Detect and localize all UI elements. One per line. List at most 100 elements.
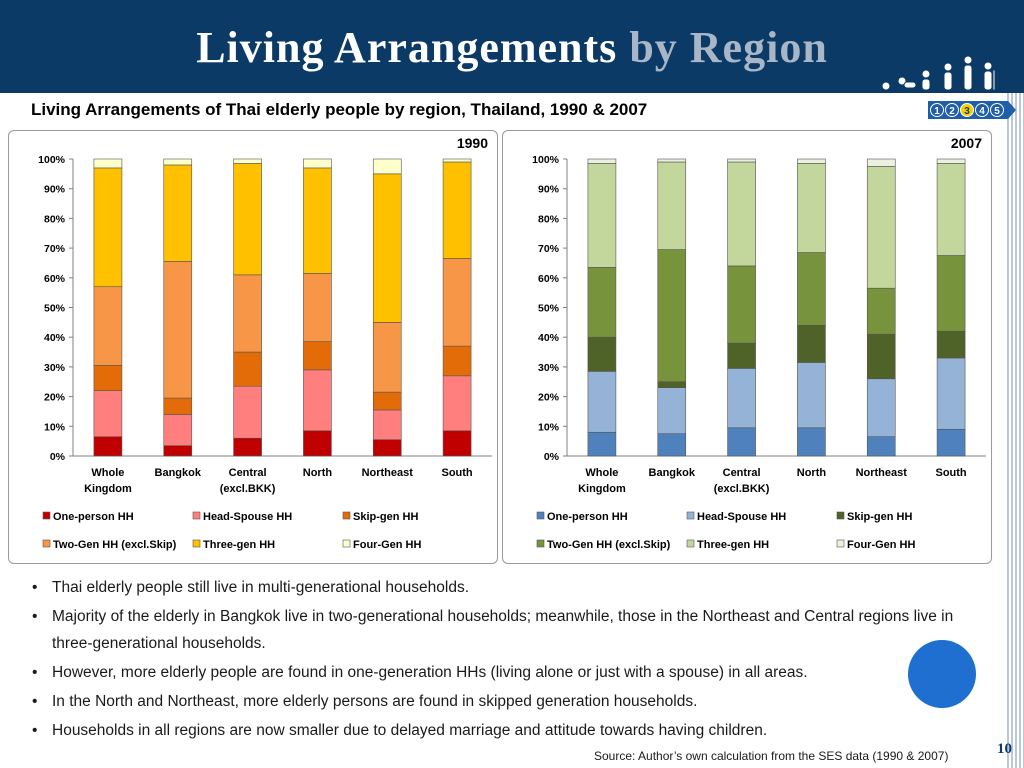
step-2-marker[interactable] xyxy=(945,103,959,117)
bar-segment-skip-gen-hh xyxy=(797,325,826,363)
bar-segment-head-spouse-hh xyxy=(93,390,123,437)
bar-segment-one-person-hh xyxy=(372,439,402,457)
legend-label: Head-Spouse HH xyxy=(203,511,292,523)
chart-year-label-1990: 1990 xyxy=(457,135,488,151)
bar-segment-four-gen-hh xyxy=(797,158,826,164)
legend-swatch xyxy=(686,539,695,548)
bar-segment-head-spouse-hh xyxy=(442,375,472,432)
bar-segment-one-person-hh xyxy=(163,445,193,457)
bullet-item: Thai elderly people still live in multi-… xyxy=(30,574,970,601)
y-tick-label: 40% xyxy=(44,332,66,344)
y-tick-label: 100% xyxy=(38,154,66,166)
source-note: Source: Author’s own calculation from th… xyxy=(594,749,949,763)
bar-segment-four-gen-hh xyxy=(866,158,896,167)
step-3-label: 3 xyxy=(964,106,970,117)
x-tick-label: North xyxy=(797,467,827,479)
bar-segment-head-spouse-hh xyxy=(163,414,193,446)
step-1-label: 1 xyxy=(934,106,940,117)
bar-segment-one-person-hh xyxy=(657,433,687,457)
chart-panel-1990: 1990 0% 10% 20% 30% 40% 50% 60% 70% 80% 90% 100% Who… xyxy=(8,130,498,564)
stacked-bar-chart-2007: 2007 0% 10% 20% 30% 40% 50% 60% 70% 80% 90% 100% Who… xyxy=(532,135,986,551)
step-1-marker[interactable] xyxy=(930,103,944,117)
legend-label: Three-gen HH xyxy=(697,539,769,551)
bar-segment-three-gen-hh xyxy=(797,163,826,253)
legend-label: One-person HH xyxy=(547,511,628,523)
legend-swatch xyxy=(342,511,351,520)
bar-segment-four-gen-hh xyxy=(303,158,332,169)
y-tick-label: 50% xyxy=(44,303,66,315)
slide-title: Living Arrangements by Region xyxy=(0,22,1024,73)
bar-segment-two-gen-hh-excl-skip xyxy=(442,258,472,347)
y-tick-label: 10% xyxy=(538,421,560,433)
bar-segment-one-person-hh xyxy=(587,431,617,457)
bar-segment-head-spouse-hh xyxy=(727,368,756,429)
step-3-marker[interactable] xyxy=(960,103,974,117)
legend-label: Two-Gen HH (excl.Skip) xyxy=(53,539,177,551)
legend-label: Head-Spouse HH xyxy=(697,511,786,523)
legend-swatch xyxy=(42,511,51,520)
bar-segment-three-gen-hh xyxy=(93,167,123,288)
y-tick-label: 0% xyxy=(544,451,560,463)
step-2-label: 2 xyxy=(949,106,955,117)
chart-panel-2007: 2007 0% 10% 20% 30% 40% 50% 60% 70% 80% 90% 100% Who… xyxy=(502,130,992,564)
legend-label: One-person HH xyxy=(53,511,134,523)
bar-segment-four-gen-hh xyxy=(657,158,687,163)
step-4-marker[interactable] xyxy=(975,103,989,117)
step-5-label: 5 xyxy=(994,106,1000,117)
y-tick-label: 80% xyxy=(44,213,66,225)
stacked-bar-chart-1990: 1990 0% 10% 20% 30% 40% 50% 60% 70% 80% 90% 100% Who… xyxy=(38,135,492,551)
legend-swatch xyxy=(42,539,51,548)
step-5-marker[interactable] xyxy=(990,103,1004,117)
bar-segment-two-gen-hh-excl-skip xyxy=(727,265,756,344)
y-tick-label: 30% xyxy=(44,362,66,374)
y-tick-label: 100% xyxy=(532,154,560,166)
bar-segment-skip-gen-hh xyxy=(587,336,617,372)
y-tick-label: 90% xyxy=(538,184,560,196)
decorative-stripes xyxy=(1005,93,1024,768)
y-tick-label: 0% xyxy=(50,451,66,463)
chart-axes xyxy=(72,159,492,457)
bar-segment-head-spouse-hh xyxy=(587,371,617,433)
bar-segment-skip-gen-hh xyxy=(727,342,756,369)
bar-segment-three-gen-hh xyxy=(233,163,262,276)
bar-segment-skip-gen-hh xyxy=(866,333,896,380)
bar-segment-two-gen-hh-excl-skip xyxy=(797,252,826,326)
x-tick-label: Bangkok xyxy=(155,467,202,479)
bar-segment-head-spouse-hh xyxy=(372,409,402,440)
x-tick-label: Northeast xyxy=(362,467,414,479)
x-tick-label: South xyxy=(441,467,472,479)
bar-segment-skip-gen-hh xyxy=(233,351,262,387)
bar-segment-one-person-hh xyxy=(93,436,123,457)
bar-segment-skip-gen-hh xyxy=(372,391,402,411)
bar-segment-three-gen-hh xyxy=(727,161,756,267)
bar-segment-two-gen-hh-excl-skip xyxy=(866,287,896,335)
bar-segment-head-spouse-hh xyxy=(303,369,332,432)
bar-segment-one-person-hh xyxy=(727,427,756,457)
bar-segment-one-person-hh xyxy=(936,428,966,457)
x-tick-label: Central (excl.BKK) xyxy=(714,467,770,495)
bar-segment-two-gen-hh-excl-skip xyxy=(303,273,332,342)
page-number: 10 xyxy=(997,741,1012,757)
bullet-list: Thai elderly people still live in multi-… xyxy=(30,574,970,746)
bar-segment-three-gen-hh xyxy=(587,163,617,268)
bar-segment-head-spouse-hh xyxy=(936,357,966,430)
legend-swatch xyxy=(536,511,545,520)
aging-figures-logo xyxy=(881,55,996,91)
bar-segment-three-gen-hh xyxy=(163,164,193,262)
bar-segment-two-gen-hh-excl-skip xyxy=(163,261,193,399)
legend-swatch xyxy=(686,511,695,520)
legend-swatch xyxy=(192,539,201,548)
y-tick-label: 60% xyxy=(538,273,560,285)
step-4-label: 4 xyxy=(979,106,985,117)
title-main: Living Arrangements xyxy=(196,23,618,72)
y-tick-label: 70% xyxy=(538,243,560,255)
y-tick-label: 20% xyxy=(538,392,560,404)
legend-label: Two-Gen HH (excl.Skip) xyxy=(547,539,671,551)
bar-segment-two-gen-hh-excl-skip xyxy=(657,249,687,383)
y-tick-label: 40% xyxy=(538,332,560,344)
bar-segment-four-gen-hh xyxy=(163,158,193,166)
chart-year-label-2007: 2007 xyxy=(951,135,982,151)
bar-segment-three-gen-hh xyxy=(303,167,332,274)
x-tick-label: Northeast xyxy=(856,467,908,479)
x-tick-label: Whole Kingdom xyxy=(578,467,626,495)
